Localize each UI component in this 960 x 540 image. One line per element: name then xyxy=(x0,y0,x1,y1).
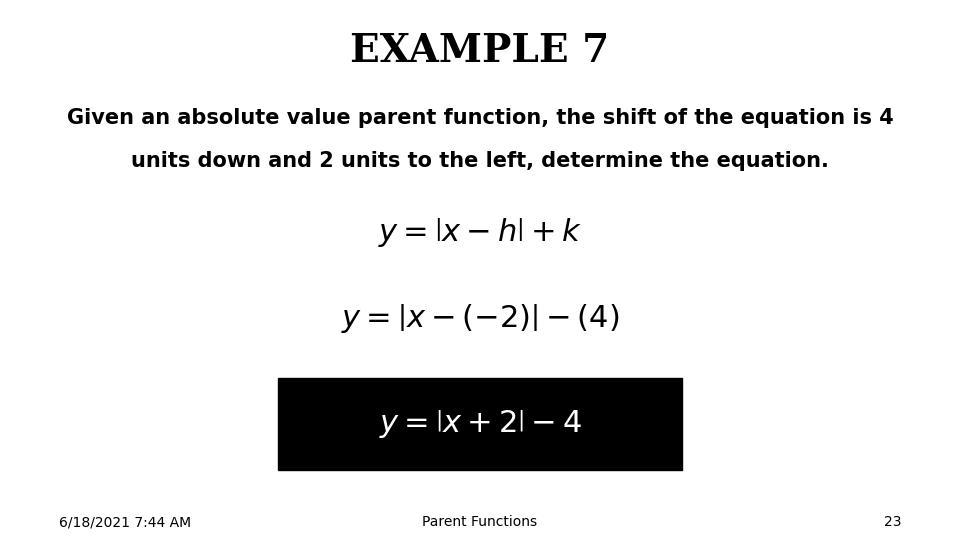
Text: units down and 2 units to the left, determine the equation.: units down and 2 units to the left, dete… xyxy=(132,151,828,171)
Text: $y = \left|x - h\right| + k$: $y = \left|x - h\right| + k$ xyxy=(378,216,582,249)
Text: EXAMPLE 7: EXAMPLE 7 xyxy=(350,32,610,70)
Text: 6/18/2021 7:44 AM: 6/18/2021 7:44 AM xyxy=(59,515,191,529)
Text: Given an absolute value parent function, the shift of the equation is 4: Given an absolute value parent function,… xyxy=(66,108,894,128)
Text: $y = \left|x - (-2)\right| - (4)$: $y = \left|x - (-2)\right| - (4)$ xyxy=(341,302,619,335)
Text: 23: 23 xyxy=(883,515,901,529)
FancyBboxPatch shape xyxy=(278,378,682,470)
Text: $y = \left|x + 2\right| - 4$: $y = \left|x + 2\right| - 4$ xyxy=(378,408,582,440)
Text: Parent Functions: Parent Functions xyxy=(422,515,538,529)
